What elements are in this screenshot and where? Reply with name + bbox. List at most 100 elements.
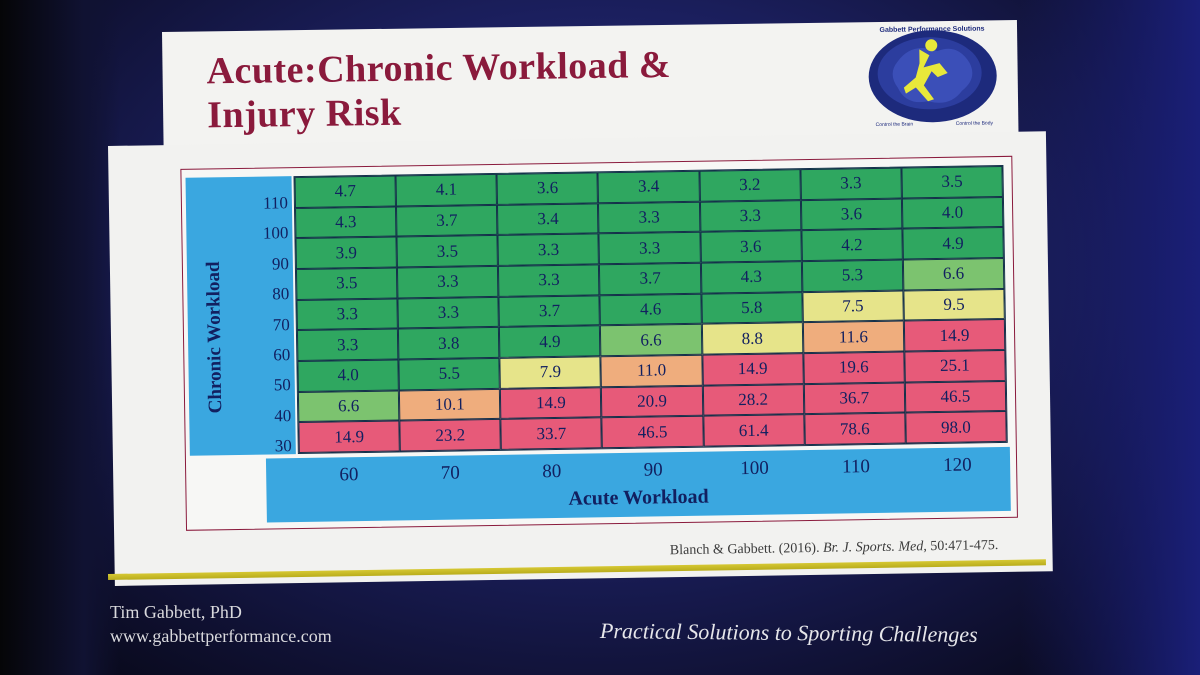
logo-text: Gabbett Performance Solutions [879, 26, 984, 34]
screen-left-shadow [0, 0, 120, 675]
acute-level: 100 [740, 457, 769, 480]
acute-level: 90 [643, 459, 663, 481]
chronic-level: 70 [272, 314, 290, 334]
risk-cell: 3.3 [498, 264, 600, 297]
y-axis-title: Chronic Workload [202, 261, 227, 414]
risk-cell: 5.8 [700, 291, 803, 325]
risk-cell: 3.3 [598, 201, 700, 234]
risk-cell: 3.6 [800, 198, 903, 231]
risk-cell: 4.0 [901, 196, 1004, 229]
presenter-website: www.gabbettperformance.com [110, 626, 332, 646]
risk-cell: 11.0 [600, 354, 703, 387]
risk-cell: 3.4 [497, 202, 599, 236]
footer-tagline: Practical Solutions to Sporting Challeng… [599, 618, 978, 647]
risk-cell: 4.3 [294, 206, 397, 239]
risk-cell: 6.6 [902, 257, 1005, 291]
table-frame: Chronic Workload 110 100 90 80 70 60 50 … [180, 155, 1018, 531]
risk-cell: 3.3 [598, 232, 701, 265]
risk-cell: 3.4 [597, 170, 700, 203]
risk-cell: 4.9 [499, 325, 601, 358]
chronic-level: 40 [274, 405, 292, 426]
chronic-level: 90 [271, 253, 290, 274]
logo-left-caption: Control the Brain [876, 122, 914, 129]
risk-cell: 3.3 [296, 298, 399, 331]
risk-cell: 3.6 [496, 172, 599, 205]
citation-pages: 50:471-475. [930, 538, 999, 555]
risk-cell: 7.9 [499, 356, 602, 389]
risk-cell: 33.7 [500, 417, 603, 450]
injury-risk-table: 4.7 4.1 3.6 3.4 3.2 3.3 3.5 4.3 3.7 3.4 3.3 3.3 3.6 4… [293, 164, 1008, 455]
logo-right-caption: Control the Body [956, 120, 994, 127]
risk-cell: 78.6 [804, 412, 906, 446]
slide-title-line2: Injury Risk [206, 91, 402, 137]
risk-cell: 14.9 [701, 353, 804, 386]
risk-cell: 3.5 [901, 165, 1003, 199]
acute-level: 120 [942, 454, 972, 476]
risk-cell: 5.5 [398, 357, 501, 391]
risk-cell: 3.7 [498, 294, 601, 328]
risk-cell: 4.7 [294, 175, 397, 208]
citation-journal: Br. J. Sports. Med, [822, 539, 927, 556]
risk-cell: 6.6 [600, 324, 702, 357]
chronic-level: 50 [273, 375, 291, 395]
risk-cell: 4.6 [599, 293, 702, 326]
risk-cell: 7.5 [802, 290, 904, 323]
risk-cell: 8.8 [701, 322, 804, 355]
risk-cell: 25.1 [904, 349, 1006, 383]
risk-cell: 3.5 [295, 267, 398, 300]
brain-runner-logo: Gabbett Performance Solutions Control th… [868, 26, 997, 129]
risk-cell: 4.9 [902, 227, 1004, 260]
chronic-levels: 110 100 90 80 70 60 50 40 30 [246, 188, 298, 462]
risk-cell: 3.3 [296, 328, 399, 362]
risk-cell: 5.3 [801, 259, 904, 292]
risk-cell: 98.0 [905, 411, 1007, 444]
chronic-axis-bar: Chronic Workload 110 100 90 80 70 60 50 … [185, 176, 296, 456]
acute-level: 80 [542, 460, 562, 483]
risk-cell: 4.1 [395, 173, 498, 207]
risk-cell: 23.2 [399, 419, 502, 452]
risk-cell: 3.3 [699, 199, 802, 233]
risk-cell: 19.6 [803, 351, 905, 384]
presenter-name: Tim Gabbett, PhD [110, 602, 242, 622]
risk-cell: 4.2 [801, 228, 903, 262]
risk-cell: 20.9 [601, 385, 703, 418]
risk-cell: 3.6 [699, 230, 802, 263]
chronic-level: 80 [272, 284, 290, 304]
risk-cell: 9.5 [903, 288, 1005, 321]
slide-header: Acute:Chronic Workload & Injury Risk Gab… [162, 20, 1019, 155]
risk-cell: 3.3 [397, 265, 499, 299]
risk-cell: 14.9 [500, 386, 602, 420]
risk-cell: 10.1 [399, 388, 501, 421]
acute-level: 110 [841, 456, 871, 478]
risk-cell: 3.5 [396, 235, 499, 268]
citation: Blanch & Gabbett. (2016). Br. J. Sports.… [670, 538, 999, 559]
risk-cell: 3.9 [295, 236, 398, 270]
risk-cell: 28.2 [702, 383, 805, 417]
risk-cell: 3.7 [599, 262, 701, 295]
slide-body: Chronic Workload 110 100 90 80 70 60 50 … [108, 131, 1053, 586]
risk-cell: 46.5 [904, 380, 1007, 413]
risk-cell: 61.4 [702, 414, 805, 447]
risk-cell: 3.3 [497, 233, 600, 266]
risk-cell: 3.3 [800, 167, 902, 200]
risk-cell: 14.9 [903, 319, 1006, 352]
chronic-level: 110 [262, 193, 289, 213]
risk-cell: 14.9 [298, 420, 400, 454]
citation-authors: Blanch & Gabbett. (2016). [669, 540, 820, 559]
risk-cell: 36.7 [803, 382, 906, 415]
risk-cell: 4.3 [700, 261, 803, 294]
acute-level: 70 [440, 462, 460, 484]
risk-cell: 3.7 [396, 204, 498, 237]
risk-cell: 46.5 [601, 416, 704, 449]
risk-cell: 6.6 [297, 390, 400, 423]
footer-left: Tim Gabbett, PhD www.gabbettperformance.… [110, 600, 332, 648]
risk-cell: 4.0 [297, 359, 400, 392]
acute-level: 60 [339, 464, 359, 486]
chronic-level: 60 [273, 345, 291, 365]
slide-title: Acute:Chronic Workload & Injury Risk [206, 42, 767, 138]
chronic-level: 100 [262, 223, 289, 243]
risk-cell: 3.8 [398, 327, 500, 360]
risk-cell: 3.2 [699, 169, 801, 202]
risk-cell: 3.3 [397, 296, 500, 329]
acute-axis-bar: 60 70 80 90 100 110 120 Acute Workload [265, 446, 1011, 523]
